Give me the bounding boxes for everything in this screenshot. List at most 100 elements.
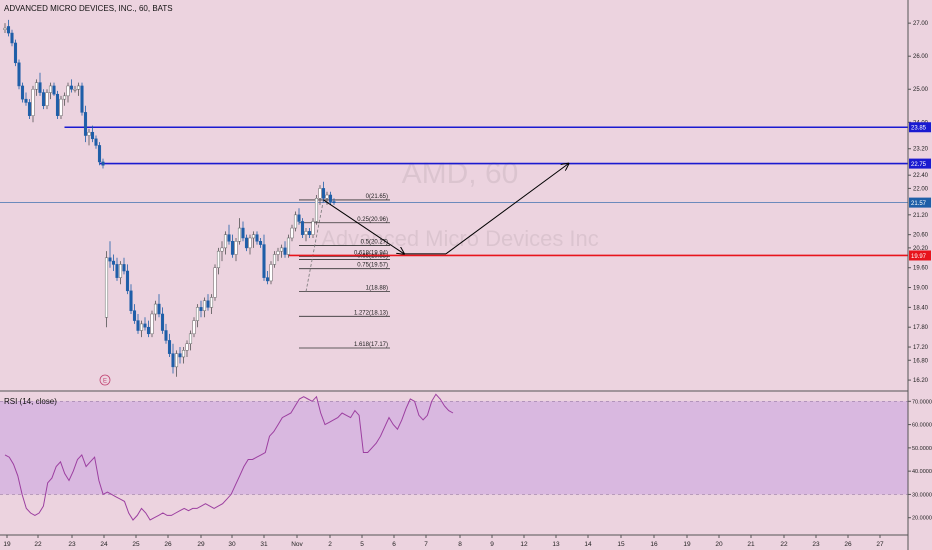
candle [38, 72, 42, 96]
candle-body [139, 323, 144, 331]
candle [62, 92, 67, 106]
event-circle [99, 374, 111, 386]
candle-body [227, 234, 231, 242]
rsi-tick-label: 70.0000 [912, 399, 932, 405]
fib-label: 1.618(17.17) [354, 342, 388, 348]
candle [118, 261, 123, 285]
price-tick-label: 19.60 [913, 266, 929, 272]
candle-body [279, 247, 284, 252]
candle-body [125, 270, 130, 292]
candle-body [269, 264, 273, 282]
candle [223, 231, 228, 255]
candle-body [209, 297, 214, 308]
price-label-box [909, 122, 931, 133]
candle [122, 257, 126, 275]
candle-body [38, 82, 42, 93]
candle-body [94, 138, 98, 146]
candle-body [188, 333, 193, 344]
candle [52, 82, 56, 96]
candle [251, 231, 256, 248]
candle [227, 224, 231, 245]
candle [132, 304, 137, 324]
candle [73, 85, 77, 93]
candle [143, 317, 147, 331]
price-label-box [909, 197, 931, 208]
price-tick-label: 16.20 [913, 378, 929, 384]
candle [150, 310, 154, 338]
event-letter: E [103, 379, 107, 385]
candle-body [311, 221, 315, 235]
candle [192, 317, 196, 338]
candle-body [20, 85, 25, 100]
candle [101, 158, 105, 169]
candle-body [3, 27, 7, 30]
rsi-band [0, 401, 908, 495]
time-tick-label: 13 [552, 541, 560, 548]
candle-body [97, 145, 102, 163]
candle-body [237, 227, 242, 242]
candle-body [129, 290, 133, 311]
candle-body [230, 241, 235, 255]
candle-body [244, 237, 249, 249]
candle [97, 142, 102, 166]
candle-body [255, 234, 259, 242]
candle [94, 135, 98, 149]
watermark-name: Advanced Micro Devices Inc [321, 226, 599, 251]
time-tick-label: 2 [328, 541, 332, 548]
candle [111, 254, 116, 272]
fib-label: 0.5(20.27) [361, 240, 388, 246]
candle-body [178, 353, 182, 358]
price-label-text: 23.85 [911, 126, 927, 132]
candle-body [171, 353, 175, 368]
candle-body [328, 194, 333, 202]
candle [139, 320, 144, 338]
candle [258, 237, 263, 248]
candle [157, 294, 161, 318]
candle [314, 195, 319, 225]
candle [48, 82, 53, 100]
candle-body [213, 267, 217, 298]
time-tick-label: 21 [747, 541, 755, 548]
candle [262, 234, 266, 281]
candle [230, 234, 235, 258]
rsi-tick-label: 20.0000 [912, 516, 932, 522]
candle-body [31, 88, 35, 116]
candle [174, 350, 179, 377]
candle-body [216, 250, 221, 268]
fib-label: 0(21.65) [366, 194, 388, 200]
time-tick-label: Nov [291, 541, 303, 548]
candle-body [108, 257, 112, 262]
time-tick-label: 5 [360, 541, 364, 548]
candle [83, 105, 88, 143]
time-axis: 19 22 23 24 25 26 29 30 31 Nov 2 5 6 7 8 9 12 13 14 15 16 19 2… [3, 535, 884, 548]
time-tick-label: 7 [424, 541, 428, 548]
time-tick-label: 23 [812, 541, 820, 548]
candle-body [24, 98, 28, 103]
candle-body [272, 254, 277, 265]
candle-body [220, 247, 224, 252]
candle-body [174, 353, 179, 368]
candle-body [223, 234, 228, 249]
candle [265, 271, 270, 285]
candle-body [52, 85, 56, 95]
time-tick-label: 12 [520, 541, 528, 548]
price-tick-label: 20.20 [913, 246, 929, 252]
candle [136, 313, 140, 334]
candle-body [55, 93, 60, 116]
candle-body [90, 131, 95, 140]
time-tick-label: 26 [844, 541, 852, 548]
candle [90, 125, 95, 143]
candle [59, 95, 63, 119]
rsi-tick-label: 50.0000 [912, 446, 932, 452]
candle-body [206, 300, 210, 308]
time-tick-label: 19 [3, 541, 11, 548]
rsi-pane: 70.0000 60.0000 50.0000 40.0000 30.0000 20.00… [0, 393, 932, 522]
candle-body [153, 303, 158, 315]
price-label-text: 19.97 [911, 254, 927, 260]
price-tick-label: 19.00 [913, 286, 929, 292]
candle-body [286, 237, 291, 255]
time-tick-label: 23 [68, 541, 76, 548]
candle-body [34, 82, 39, 90]
candle [248, 234, 252, 255]
